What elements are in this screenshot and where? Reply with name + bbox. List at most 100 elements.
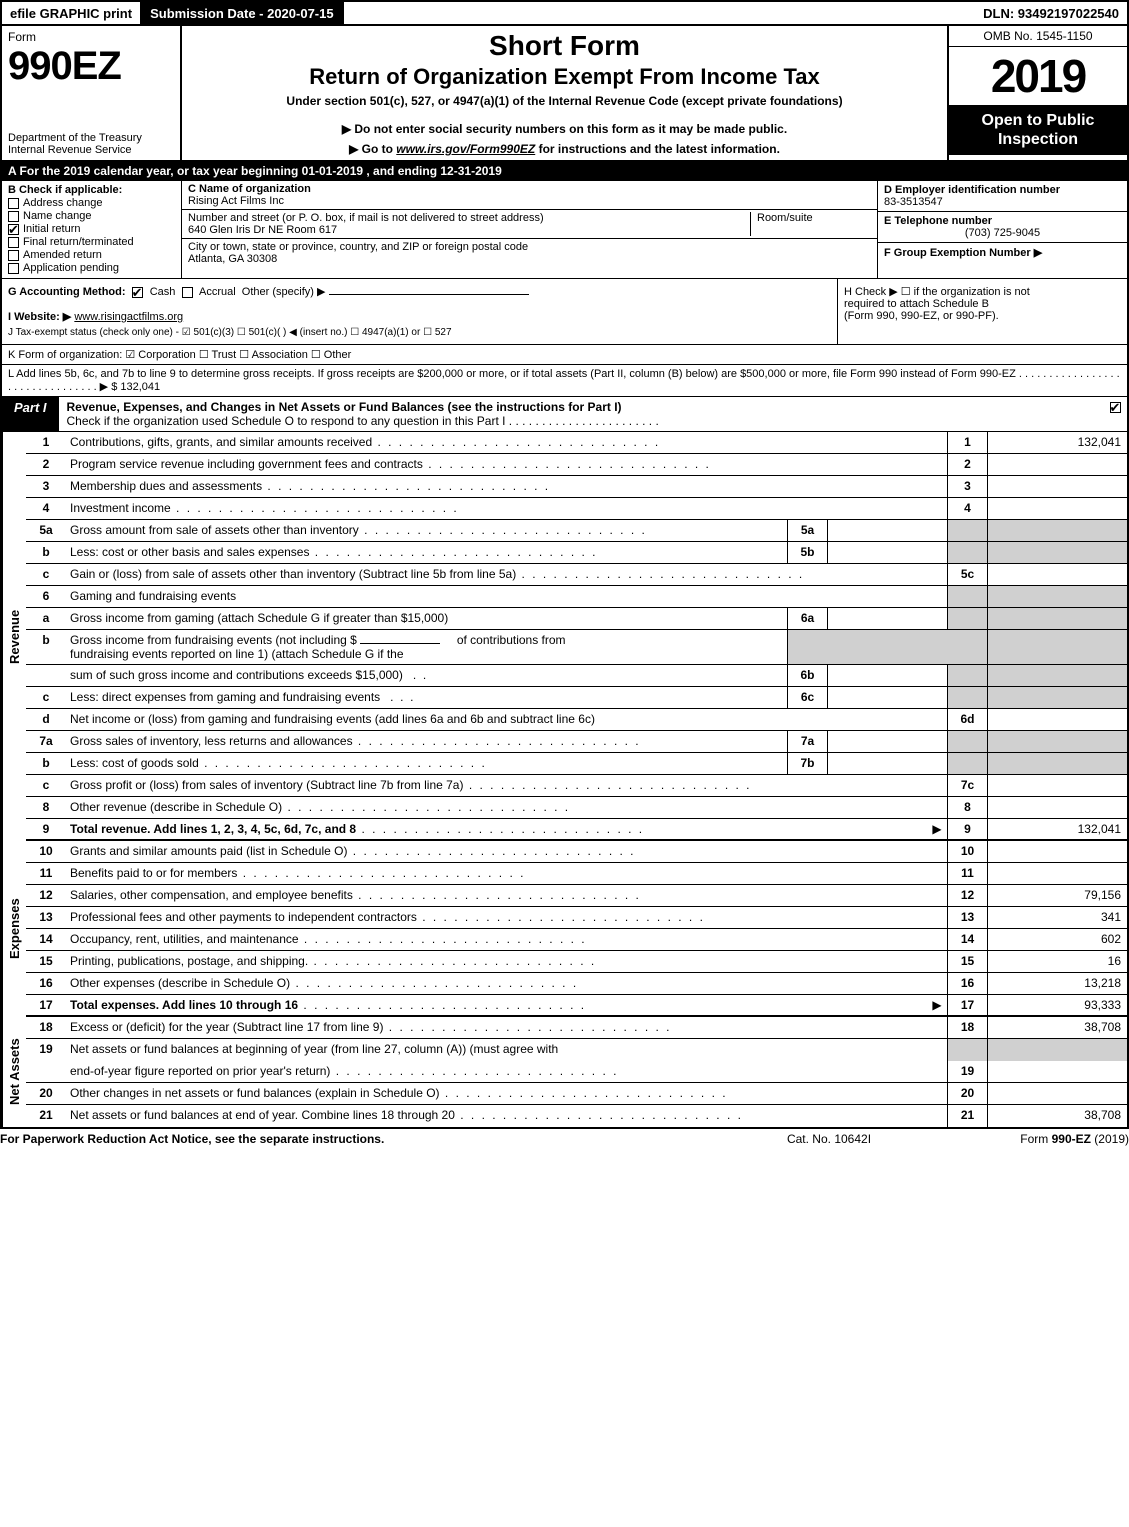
line-6b-1: b Gross income from fundraising events (…	[26, 630, 1127, 665]
line-13: 13 Professional fees and other payments …	[26, 907, 1127, 929]
addr-cell: Number and street (or P. O. box, if mail…	[182, 210, 877, 239]
box-k: K Form of organization: ☑ Corporation ☐ …	[0, 345, 1129, 365]
c-label: C Name of organization	[188, 183, 311, 195]
other-specify-line[interactable]	[329, 294, 529, 295]
line-14: 14 Occupancy, rent, utilities, and maint…	[26, 929, 1127, 951]
form-word: Form	[8, 30, 174, 44]
line-7b: b Less: cost of goods sold 7b	[26, 753, 1127, 775]
line-6d: d Net income or (loss) from gaming and f…	[26, 709, 1127, 731]
goto-post: for instructions and the latest informat…	[535, 142, 780, 156]
chk-address-change[interactable]: Address change	[8, 197, 175, 209]
irs-link[interactable]: www.irs.gov/Form990EZ	[396, 142, 535, 156]
box-j: J Tax-exempt status (check only one) - ☑…	[8, 327, 831, 338]
footer: For Paperwork Reduction Act Notice, see …	[0, 1129, 1129, 1149]
line-21: 21 Net assets or fund balances at end of…	[26, 1105, 1127, 1127]
line-1: 1 Contributions, gifts, grants, and simi…	[26, 432, 1127, 454]
f-label: F Group Exemption Number ▶	[884, 247, 1042, 259]
line-a-taxyear: A For the 2019 calendar year, or tax yea…	[0, 162, 1129, 181]
info-block: B Check if applicable: Address change Na…	[0, 181, 1129, 279]
top-bar: efile GRAPHIC print Submission Date - 20…	[0, 0, 1129, 26]
line-10: 10 Grants and similar amounts paid (list…	[26, 841, 1127, 863]
phone-value: (703) 725-9045	[884, 227, 1121, 239]
city-value: Atlanta, GA 30308	[188, 253, 277, 265]
chk-application-pending[interactable]: Application pending	[8, 262, 175, 274]
6b-amount-line[interactable]	[360, 643, 440, 644]
line-16: 16 Other expenses (describe in Schedule …	[26, 973, 1127, 995]
header-center: Short Form Return of Organization Exempt…	[182, 26, 947, 160]
ein-value: 83-3513547	[884, 196, 943, 208]
line-6: 6 Gaming and fundraising events	[26, 586, 1127, 608]
line-4: 4 Investment income 4	[26, 498, 1127, 520]
line-5a: 5a Gross amount from sale of assets othe…	[26, 520, 1127, 542]
net-assets-label: Net Assets	[2, 1017, 26, 1127]
part-i-check-line: Check if the organization used Schedule …	[67, 414, 659, 428]
header-left: Form 990EZ Department of the Treasury In…	[2, 26, 182, 160]
efile-print[interactable]: efile GRAPHIC print	[2, 2, 142, 24]
title-short-form: Short Form	[192, 30, 937, 62]
subtitle-goto: ▶ Go to www.irs.gov/Form990EZ for instru…	[192, 142, 937, 156]
header-right: OMB No. 1545-1150 2019 Open to Public In…	[947, 26, 1127, 160]
goto-pre: ▶ Go to	[349, 142, 396, 156]
line-6b-2: sum of such gross income and contributio…	[26, 665, 1127, 687]
box-h: H Check ▶ ☐ if the organization is not r…	[837, 279, 1127, 344]
line-11: 11 Benefits paid to or for members 11	[26, 863, 1127, 885]
chk-name-change[interactable]: Name change	[8, 210, 175, 222]
box-c: C Name of organization Rising Act Films …	[182, 181, 877, 278]
chk-accrual[interactable]	[182, 287, 193, 298]
line-19b: end-of-year figure reported on prior yea…	[26, 1061, 1127, 1083]
chk-final-return[interactable]: Final return/terminated	[8, 236, 175, 248]
line-6a: a Gross income from gaming (attach Sched…	[26, 608, 1127, 630]
submission-date: Submission Date - 2020-07-15	[142, 2, 344, 24]
open-to-public: Open to Public Inspection	[949, 105, 1127, 155]
city-label: City or town, state or province, country…	[188, 241, 528, 253]
city-cell: City or town, state or province, country…	[182, 239, 877, 267]
line-3: 3 Membership dues and assessments 3	[26, 476, 1127, 498]
e-label: E Telephone number	[884, 215, 992, 227]
net-assets-section: Net Assets 18 Excess or (deficit) for th…	[0, 1017, 1129, 1129]
line-15: 15 Printing, publications, postage, and …	[26, 951, 1127, 973]
line-5c: c Gain or (loss) from sale of assets oth…	[26, 564, 1127, 586]
line-8: 8 Other revenue (describe in Schedule O)…	[26, 797, 1127, 819]
box-g-h: G Accounting Method: Cash Accrual Other …	[0, 279, 1129, 345]
paperwork-notice: For Paperwork Reduction Act Notice, see …	[0, 1132, 729, 1146]
part-i-header: Part I Revenue, Expenses, and Changes in…	[0, 397, 1129, 432]
form-ref: Form 990-EZ (2019)	[929, 1132, 1129, 1146]
box-e: E Telephone number (703) 725-9045	[878, 212, 1127, 243]
h-line1: H Check ▶ ☐ if the organization is not	[844, 285, 1121, 298]
chk-amended-return[interactable]: Amended return	[8, 249, 175, 261]
part-i-title: Revenue, Expenses, and Changes in Net As…	[59, 397, 1107, 431]
line-20: 20 Other changes in net assets or fund b…	[26, 1083, 1127, 1105]
box-b: B Check if applicable: Address change Na…	[2, 181, 182, 278]
org-name: Rising Act Films Inc	[188, 195, 284, 207]
d-label: D Employer identification number	[884, 184, 1060, 196]
line-12: 12 Salaries, other compensation, and emp…	[26, 885, 1127, 907]
tax-year: 2019	[949, 47, 1127, 105]
h-line2: required to attach Schedule B	[844, 298, 1121, 310]
chk-cash[interactable]	[132, 287, 143, 298]
cat-no: Cat. No. 10642I	[729, 1132, 929, 1146]
box-g: G Accounting Method: Cash Accrual Other …	[2, 279, 837, 344]
line-2: 2 Program service revenue including gove…	[26, 454, 1127, 476]
i-label: I Website: ▶	[8, 311, 71, 323]
line-17: 17 Total expenses. Add lines 10 through …	[26, 995, 1127, 1017]
department-2: Internal Revenue Service	[8, 144, 174, 156]
website-value[interactable]: www.risingactfilms.org	[74, 311, 183, 323]
form-header: Form 990EZ Department of the Treasury In…	[0, 26, 1129, 162]
revenue-section: Revenue 1 Contributions, gifts, grants, …	[0, 432, 1129, 841]
omb-number: OMB No. 1545-1150	[949, 26, 1127, 47]
dln: DLN: 93492197022540	[975, 4, 1127, 23]
chk-initial-return[interactable]: Initial return	[8, 223, 175, 235]
addr-label: Number and street (or P. O. box, if mail…	[188, 212, 544, 224]
line-7a: 7a Gross sales of inventory, less return…	[26, 731, 1127, 753]
part-i-checkbox[interactable]	[1107, 397, 1127, 431]
box-l: L Add lines 5b, 6c, and 7b to line 9 to …	[0, 365, 1129, 397]
form-number: 990EZ	[8, 44, 174, 89]
h-line3: (Form 990, 990-EZ, or 990-PF).	[844, 310, 1121, 322]
box-d: D Employer identification number 83-3513…	[878, 181, 1127, 212]
expenses-label: Expenses	[2, 841, 26, 1017]
arrow-icon: ▶	[927, 819, 947, 839]
box-d-e-f: D Employer identification number 83-3513…	[877, 181, 1127, 278]
line-18: 18 Excess or (deficit) for the year (Sub…	[26, 1017, 1127, 1039]
g-label: G Accounting Method:	[8, 286, 126, 298]
line-6c: c Less: direct expenses from gaming and …	[26, 687, 1127, 709]
